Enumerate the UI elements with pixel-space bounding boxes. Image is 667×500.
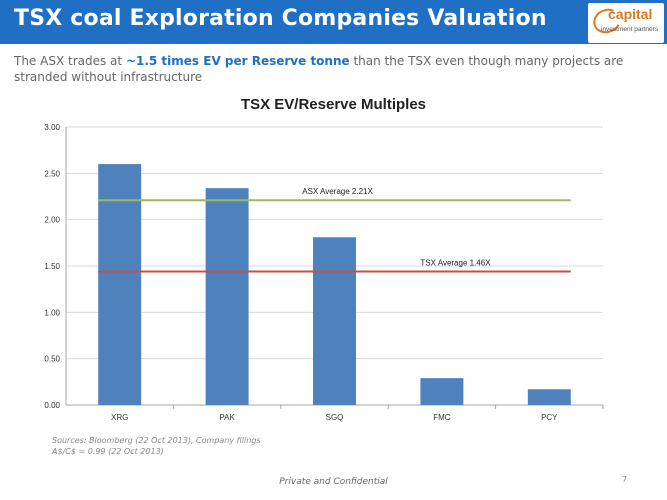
subtitle: The ASX trades at ~1.5 times EV per Rese…	[14, 53, 654, 85]
bar-fmc	[420, 378, 464, 405]
chart-title: TSX EV/Reserve Multiples	[240, 96, 427, 113]
footer-confidential: Private and Confidential	[279, 477, 388, 487]
x-tick-label: SGQ	[326, 413, 344, 422]
logo-tagline: investment partners	[601, 26, 659, 33]
page-title: TSX coal Exploration Companies Valuation	[14, 6, 547, 31]
reference-line-label: TSX Average 1.46X	[420, 259, 491, 268]
y-tick-label: 1.50	[44, 262, 60, 271]
x-tick-label: PAK	[219, 413, 235, 422]
bar-xrg	[98, 164, 142, 405]
x-tick-label: XRG	[111, 413, 128, 422]
subtitle-after: than the TSX even though many projects a…	[14, 54, 624, 84]
y-tick-label: 0.00	[44, 401, 60, 410]
y-tick-label: 2.50	[44, 169, 60, 178]
header-bar: TSX coal Exploration Companies Valuation…	[0, 0, 667, 44]
sources-line: Sources: Bloomberg (22 Oct 2013), Compan…	[52, 436, 261, 445]
bar-pcy	[527, 389, 571, 405]
reference-line-label: ASX Average 2.21X	[302, 187, 373, 196]
subtitle-before: The ASX trades at	[14, 54, 126, 68]
subtitle-highlight: ~1.5 times EV per Reserve tonne	[125, 54, 350, 68]
y-tick-label: 0.50	[44, 355, 60, 364]
fx-note-line: A$/C$ = 0.99 (22 Oct 2013)	[52, 447, 164, 456]
bar-sgq	[313, 237, 356, 405]
x-tick-label: FMC	[433, 413, 451, 422]
logo-name: capital	[608, 6, 653, 22]
bar-pak	[205, 188, 249, 405]
page-number: 7	[622, 475, 628, 484]
y-tick-label: 3.00	[44, 123, 60, 132]
y-tick-label: 1.00	[44, 308, 60, 317]
x-tick-label: PCY	[541, 413, 558, 422]
sources-note: Sources: Bloomberg (22 Oct 2013), Compan…	[52, 435, 261, 457]
y-tick-label: 2.00	[44, 216, 60, 225]
company-logo: capital investment partners	[588, 3, 664, 43]
